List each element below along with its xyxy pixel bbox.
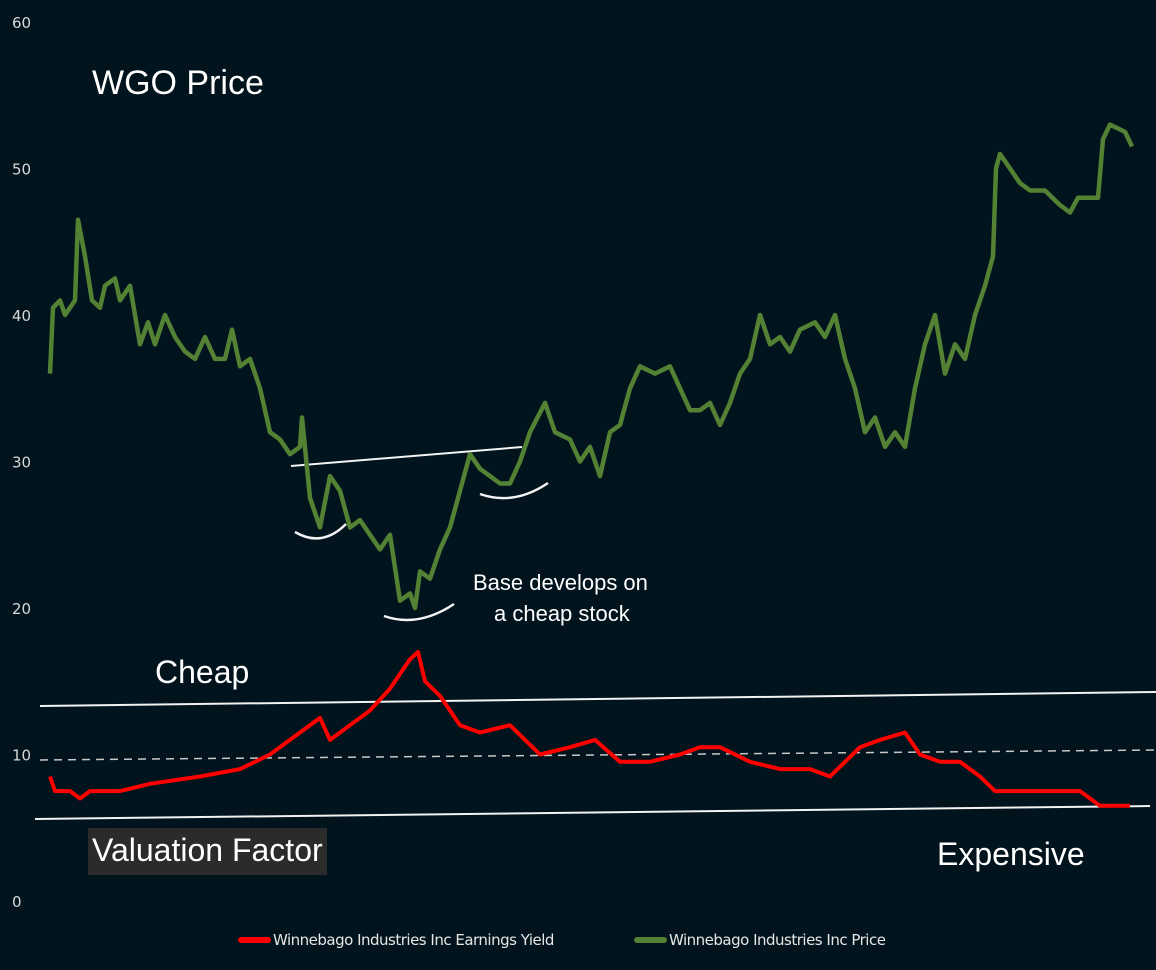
legend-item-price: Winnebago Industries Inc Price: [634, 931, 886, 949]
y-tick-label: 50: [12, 161, 31, 179]
neckline: [290, 446, 523, 467]
legend-label: Winnebago Industries Inc Earnings Yield: [273, 931, 554, 949]
y-tick-label: 20: [12, 600, 31, 618]
base-arc: [383, 602, 455, 622]
y-tick-label: 30: [12, 454, 31, 472]
series-lines: [47, 122, 1135, 808]
cheap-level-line: [39, 691, 1156, 707]
price-line: [47, 122, 1135, 611]
chart-title: WGO Price: [92, 64, 264, 102]
expensive-level-line: [34, 805, 1151, 820]
cheap-label: Cheap: [155, 654, 250, 690]
y-tick-label: 0: [12, 893, 22, 911]
base-annotation-line2: a cheap stock: [494, 601, 630, 626]
expensive-label: Expensive: [937, 836, 1085, 872]
reference-lines: [34, 446, 1156, 820]
earnings-yield-line: [48, 650, 1130, 808]
valuation-factor-label: Valuation Factor: [88, 828, 327, 875]
right-shoulder-arc: [479, 481, 549, 500]
legend-swatch-green: [634, 937, 667, 943]
left-shoulder-arc: [294, 523, 347, 540]
y-tick-label: 60: [12, 14, 31, 32]
legend-label: Winnebago Industries Inc Price: [669, 931, 886, 949]
base-annotation-line1: Base develops on: [473, 570, 648, 595]
y-axis-ticks: 0 10 20 30 40 50 60: [12, 14, 31, 911]
y-tick-label: 40: [12, 307, 31, 325]
y-tick-label: 10: [12, 747, 31, 765]
mid-level-dashed-line: [39, 749, 1156, 761]
legend-item-earnings-yield: Winnebago Industries Inc Earnings Yield: [238, 931, 554, 949]
legend-swatch-red: [238, 937, 271, 943]
